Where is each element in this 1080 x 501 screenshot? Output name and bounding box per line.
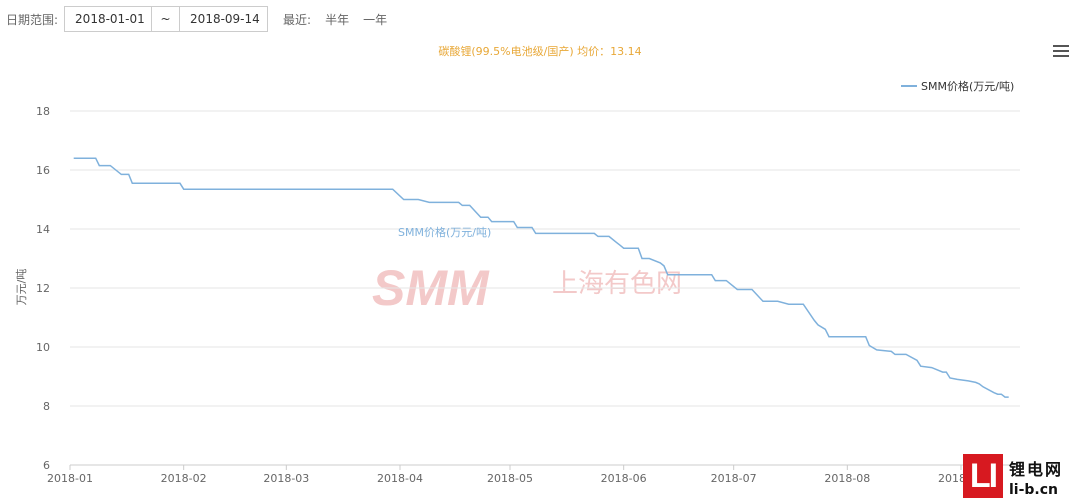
legend-label[interactable]: SMM价格(万元/吨) <box>921 79 1014 93</box>
y-tick-label: 12 <box>36 282 50 295</box>
y-axis-label: 万元/吨 <box>15 269 28 306</box>
date-separator: ~ <box>152 6 180 32</box>
preset-half-year-button[interactable]: 半年 <box>325 12 350 27</box>
grid <box>70 110 1020 466</box>
site-url: li-b.cn <box>1009 482 1059 498</box>
preset-one-year-button[interactable]: 一年 <box>363 12 388 27</box>
recent-label: 最近: <box>283 12 312 27</box>
x-tick-label: 2018-05 <box>487 472 533 485</box>
site-watermark: 锂电网 li-b.cn <box>1009 456 1079 498</box>
series-line <box>73 157 1009 398</box>
start-date-input[interactable]: 2018-01-01 <box>64 6 153 32</box>
chart-title: 碳酸锂(99.5%电池级/国产) 均价：13.14 <box>438 45 642 58</box>
axes: 6 8 10 12 14 16 18 2018-01 2018-02 2018-03 2018-04… <box>36 105 984 485</box>
x-tick-label: 2018-07 <box>711 472 757 485</box>
y-tick-label: 16 <box>36 164 50 177</box>
menu-icon[interactable] <box>1053 45 1069 59</box>
x-tick-label: 2018-04 <box>377 472 423 485</box>
x-tick-label: 2018-01 <box>47 472 93 485</box>
date-range-label: 日期范围: <box>6 12 59 27</box>
y-tick-label: 6 <box>43 459 50 472</box>
x-tick-label: 2018-08 <box>824 472 870 485</box>
end-date-input[interactable]: 2018-09-14 <box>179 6 269 32</box>
y-tick-label: 10 <box>36 341 50 354</box>
series-annotation: SMM价格(万元/吨) <box>398 225 491 239</box>
site-name: 锂电网 <box>1009 460 1064 479</box>
x-tick-label: 2018-02 <box>161 472 207 485</box>
watermark-logo-cn: 上海有色网 <box>552 269 682 299</box>
x-tick-label: 2018-03 <box>263 472 309 485</box>
date-range-toolbar: 日期范围: 2018-01-01 ~ 2018-09-14 最近: 半年 一年 <box>0 5 1080 33</box>
y-tick-label: 14 <box>36 223 50 236</box>
x-tick-label: 2018-06 <box>601 472 647 485</box>
site-badge: LI <box>963 454 1003 498</box>
y-tick-label: 18 <box>36 105 50 118</box>
y-tick-label: 8 <box>43 400 50 413</box>
